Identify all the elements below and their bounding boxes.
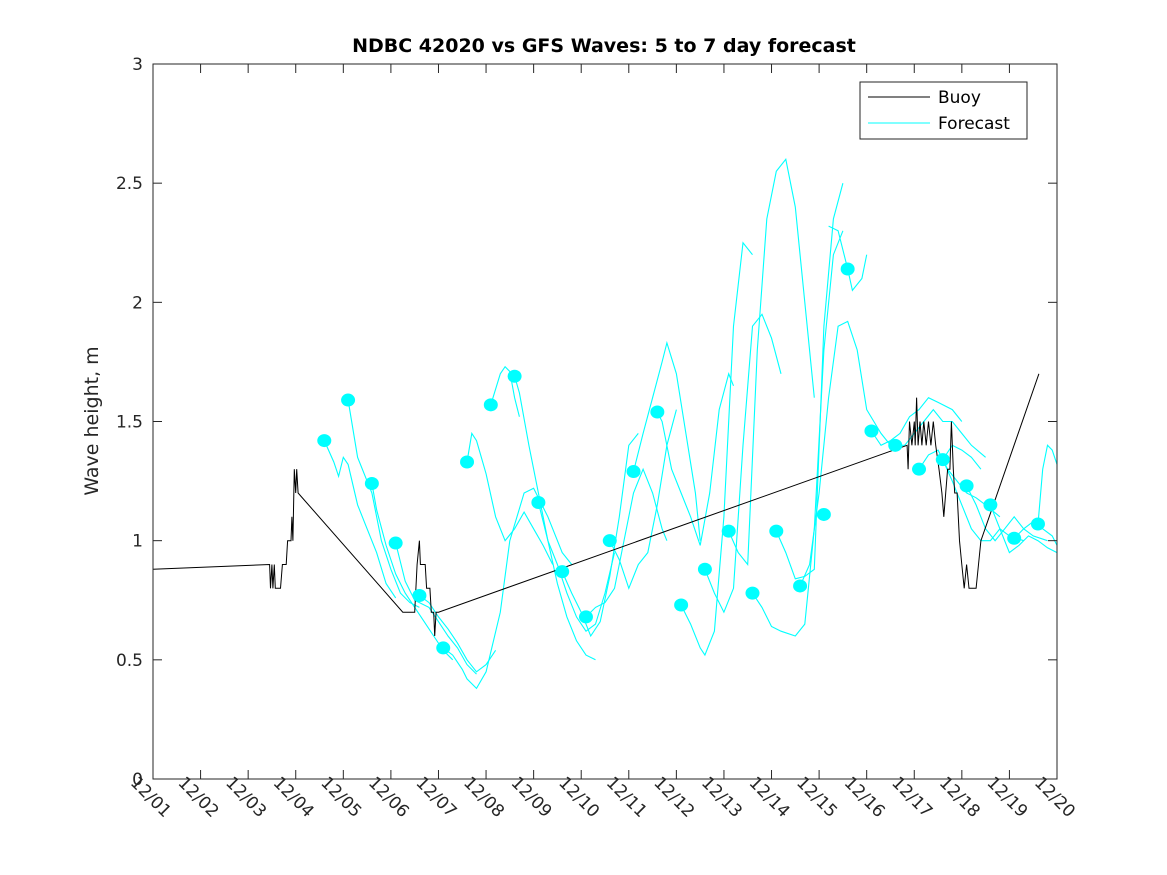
forecast-track [537,502,616,632]
x-tick-label: 12/16 [840,773,889,822]
legend-box [859,81,1028,140]
forecast-track [1037,444,1058,525]
buoy-line [152,373,1040,637]
forecast-marker [578,610,593,624]
plot-area [153,64,1057,779]
forecast-track [442,487,573,690]
forecast-marker [388,536,403,550]
forecast-marker [1030,517,1045,531]
forecast-track [966,485,1048,542]
forecast-marker [935,453,950,467]
x-tick-label: 12/18 [935,773,984,822]
forecast-marker [436,641,451,655]
y-axis: 0 0.5 1 1.5 2 2.5 3 [116,55,1057,790]
x-tick-label: 12/05 [316,773,365,822]
forecast-marker [959,479,974,493]
forecast-marker [816,507,831,521]
x-tick-label: 12/15 [792,773,841,822]
x-tick-label: 12/11 [602,773,651,822]
forecast-marker [364,476,379,490]
forecast-track [728,158,815,566]
legend: Buoy Forecast [859,81,1028,140]
x-tick-label: 12/03 [221,773,270,822]
forecast-marker [460,455,475,469]
y-tick-label: 3 [132,55,143,75]
forecast-track [466,431,554,565]
forecast-marker [507,369,522,383]
y-tick-label: 2 [132,293,143,313]
forecast-marker [697,562,712,576]
x-tick-label: 12/12 [650,773,699,822]
x-tick-label: 12/14 [745,773,794,822]
x-tick-label: 12/10 [554,773,603,822]
forecast-marker [483,398,498,412]
forecast-marker [912,462,927,476]
x-tick-label: 12/19 [983,773,1032,822]
x-tick-label: 12/07 [412,773,461,822]
forecast-track [895,408,986,458]
forecast-track [585,467,668,618]
forecast-marker [793,579,808,593]
forecast-track [704,313,782,614]
forecast-track [632,340,701,541]
forecast-track [490,365,520,417]
forecast-track [942,444,982,470]
x-tick-label: 12/04 [269,773,318,822]
forecast-track [918,449,1001,518]
forecast-marker [341,393,356,407]
x-tick-label: 12/13 [697,773,746,822]
forecast-track [828,225,849,270]
y-axis-label: Wave height, m [81,346,103,495]
forecast-track [347,399,420,608]
x-tick-label: 12/02 [174,773,223,822]
forecast-track [371,483,454,661]
forecast-marker [769,524,784,538]
y-tick-label: 0 [132,770,143,790]
forecast-marker [531,496,546,510]
forecast-marker [864,424,879,438]
x-tick-label: 12/09 [507,773,556,822]
forecast-track [989,504,1058,554]
forecast-marker [983,498,998,512]
forecast-marker [745,586,760,600]
forecast-track [561,433,639,638]
y-tick-label: 1 [132,532,143,552]
forecast-marker [840,262,855,276]
forecast-marker [721,524,736,538]
x-tick-label: 12/06 [364,773,413,822]
forecast-track [775,183,844,580]
forecast-track [870,397,963,447]
forecast-marker [555,565,570,579]
legend-label-forecast: Forecast [938,114,1010,134]
forecast-track [419,595,497,673]
forecast-track [514,376,596,661]
forecast-track [609,409,677,590]
series-layer [152,158,1058,690]
legend-label-buoy: Buoy [938,88,981,108]
x-tick-label: 12/17 [887,773,936,822]
forecast-marker [602,534,617,548]
y-tick-label: 1.5 [116,413,143,433]
x-tick-label: 12/08 [459,773,508,822]
forecast-track [847,254,868,292]
forecast-marker [650,405,665,419]
x-tick-label: 12/20 [1030,773,1079,822]
forecast-track [752,230,844,637]
y-tick-label: 0.5 [116,651,143,671]
forecast-marker [317,434,332,448]
chart-title: NDBC 42020 vs GFS Waves: 5 to 7 day fore… [352,35,856,57]
y-tick-label: 2.5 [116,174,143,194]
forecast-marker [1007,531,1022,545]
forecast-marker [888,438,903,452]
forecast-marker [412,588,427,602]
forecast-track [656,372,735,546]
forecast-marker [626,465,641,479]
forecast-track [680,241,753,657]
forecast-marker [674,598,689,612]
forecast-track [323,440,397,599]
forecast-track [799,320,891,587]
